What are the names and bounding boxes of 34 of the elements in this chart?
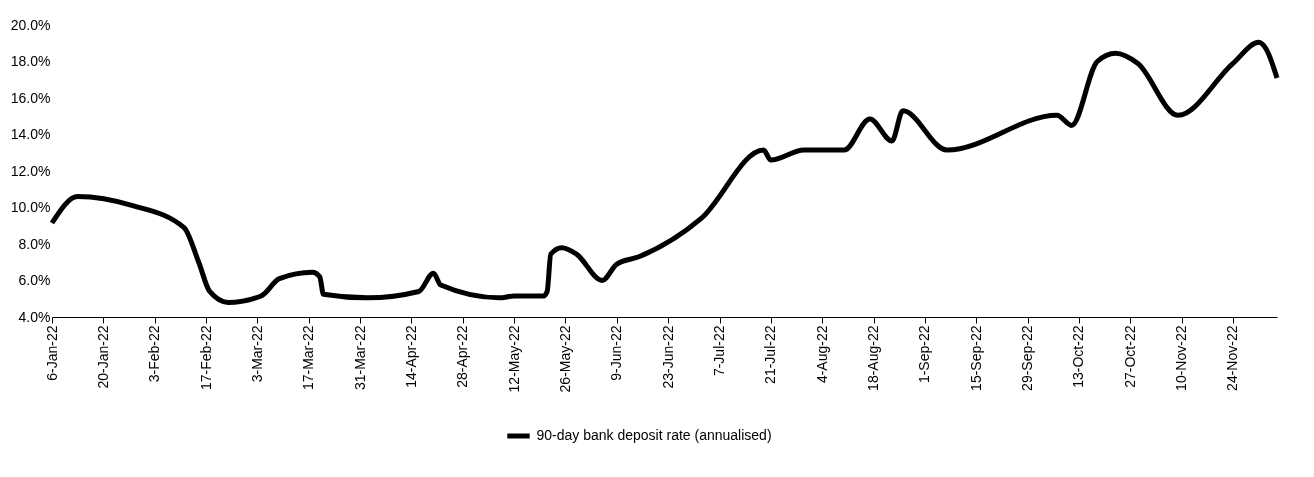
x-tick-label: 31-Mar-22 (351, 325, 368, 391)
x-tick-label: 26-May-22 (556, 325, 573, 393)
x-tick-label: 3-Mar-22 (248, 325, 265, 383)
x-tick-label: 3-Feb-22 (146, 325, 163, 383)
x-tick-label: 17-Feb-22 (197, 325, 214, 391)
y-tick-label: 12.0% (10, 162, 51, 179)
x-tick-label: 1-Sep-22 (916, 325, 933, 384)
x-tick-label: 21-Jul-22 (762, 325, 779, 384)
x-tick-label: 29-Sep-22 (1019, 325, 1036, 391)
y-tick-label: 4.0% (18, 308, 51, 325)
x-tick-label: 18-Aug-22 (865, 325, 882, 391)
x-tick-label: 27-Oct-22 (1121, 325, 1138, 388)
x-tick-label: 28-Apr-22 (454, 325, 471, 388)
y-tick-label: 6.0% (18, 272, 51, 288)
y-tick-label: 8.0% (18, 235, 51, 252)
x-tick-label: 13-Oct-22 (1070, 325, 1087, 388)
x-tick-label: 14-Apr-22 (402, 325, 419, 388)
x-tick-label: 9-Jun-22 (608, 325, 625, 381)
x-tick-label: 4-Aug-22 (813, 325, 830, 384)
legend-label: 90-day bank deposit rate (annualised) (536, 427, 772, 443)
x-tick-label: 17-Mar-22 (300, 325, 317, 391)
x-tick-label: 15-Sep-22 (967, 325, 984, 391)
x-tick-label: 24-Nov-22 (1224, 325, 1241, 391)
x-tick-label: 6-Jan-22 (43, 325, 60, 381)
y-tick-label: 14.0% (10, 126, 51, 142)
y-tick-label: 16.0% (10, 89, 51, 106)
x-tick-label: 23-Jun-22 (659, 325, 676, 389)
x-tick-label: 7-Jul-22 (711, 325, 728, 377)
x-tick-label: 10-Nov-22 (1173, 325, 1190, 391)
x-tick-label: 12-May-22 (505, 325, 522, 393)
y-tick-label: 10.0% (10, 199, 51, 215)
y-tick-label: 18.0% (10, 53, 51, 69)
x-tick-label: 20-Jan-22 (94, 325, 111, 389)
y-tick-label: 20.0% (10, 16, 51, 33)
